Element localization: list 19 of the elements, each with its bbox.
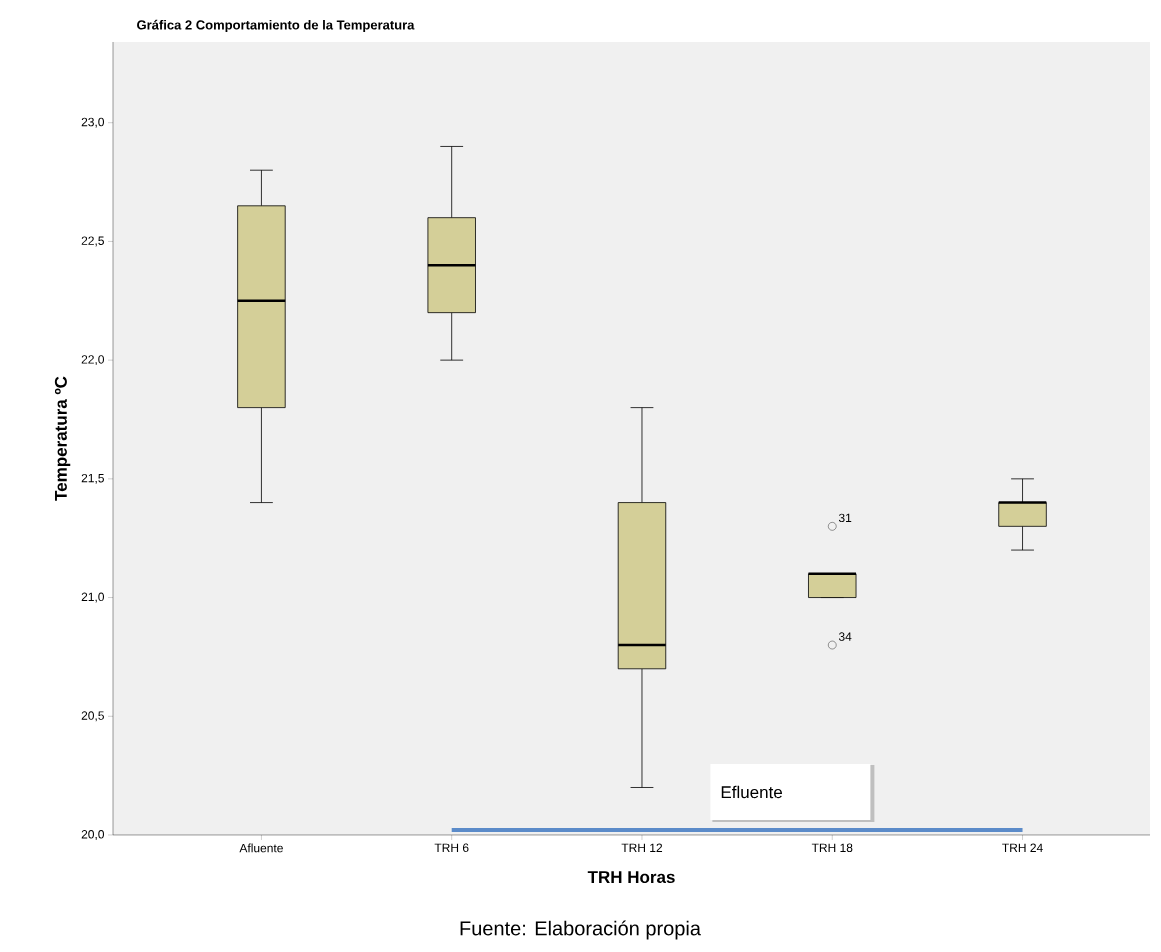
y-tick-label: 22,5	[81, 236, 104, 247]
annotation: 31	[838, 513, 852, 523]
y-tick-label: 20,0	[81, 830, 105, 840]
y-tick-label: 20,5	[81, 711, 104, 722]
y-tick-label: 23,0	[81, 117, 105, 128]
x-tick-label: TRH 24	[1002, 843, 1043, 852]
annotation: 34	[838, 632, 852, 641]
y-tick-label: 22,0	[81, 355, 105, 366]
y-axis-title: Temperatura ºC	[54, 376, 71, 501]
x-axis-title: TRH Horas	[587, 871, 675, 884]
x-tick-label: TRH 12	[621, 843, 663, 852]
source-note: Fuente: Elaboración propia	[460, 920, 701, 940]
y-tick-label: 21,5	[81, 473, 104, 484]
annotation: Efluente	[721, 785, 783, 799]
x-tick-label: Afluente	[239, 843, 283, 853]
x-tick-label: TRH 18	[811, 843, 853, 853]
x-tick-label: TRH 6	[434, 843, 469, 853]
y-tick-label: 21,0	[81, 592, 105, 603]
chart-title: Gráfica 2 Comportamiento de la Temperatura	[137, 19, 415, 33]
